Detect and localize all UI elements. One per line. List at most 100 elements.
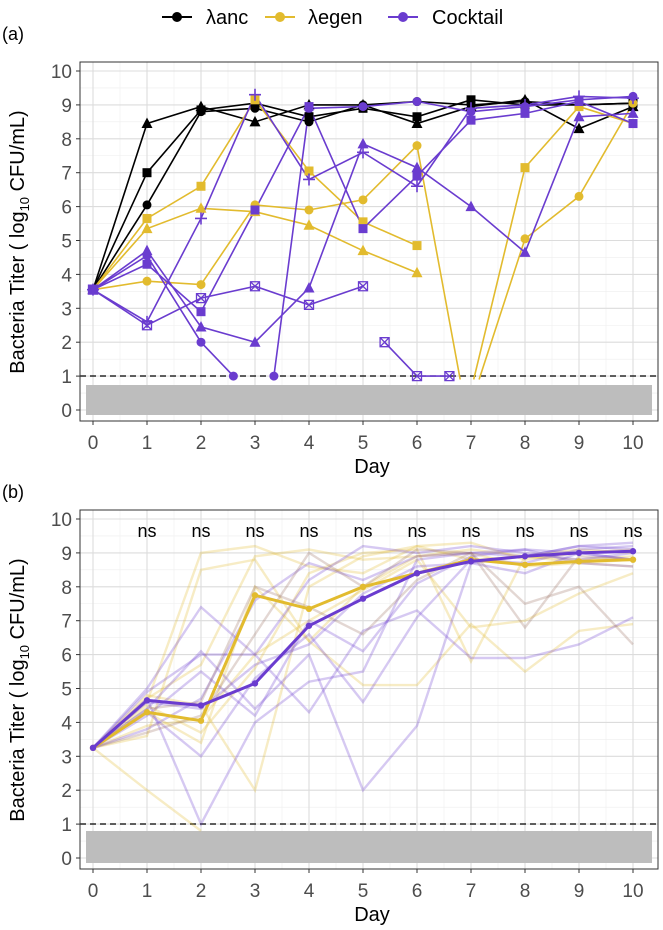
point-square (142, 259, 152, 269)
point-square (196, 307, 206, 317)
legend-label-anc: λanc (206, 7, 248, 29)
series-line (92, 285, 364, 327)
point-circle (412, 97, 422, 107)
replicate-line (92, 746, 202, 832)
point-plus (195, 212, 207, 225)
point-plus (627, 92, 639, 105)
y-tick-label: 10 (51, 62, 72, 83)
point-circle (196, 280, 206, 290)
panel-b: ns ns ns ns ns ns ns ns ns ns 0 1 2 3 4 5 6 7 8 9 10 0 1 2 3 4 5… (51, 509, 659, 902)
point-triangle (573, 110, 585, 122)
panel-b-lod-band (86, 831, 652, 863)
legend-label-egen: λegen (308, 7, 363, 29)
point-circle (412, 141, 422, 151)
y-tick-label: 3 (61, 299, 72, 320)
x-tick-label: 6 (412, 433, 423, 454)
mean-point (251, 680, 259, 687)
point-circle (196, 107, 206, 117)
x-tick-label: 5 (358, 433, 369, 454)
x-tick-label: 7 (466, 881, 477, 902)
y-tick-label: 9 (61, 544, 72, 565)
point-square (358, 217, 368, 227)
panel-a-y-title-main: Bacteria Titer ( log (7, 211, 29, 373)
y-tick-label: 5 (61, 680, 72, 701)
panel-b-y-title-main: Bacteria Titer ( log (7, 659, 29, 821)
point-triangle (141, 222, 153, 234)
y-tick-label: 1 (61, 815, 72, 836)
x-tick-label: 1 (142, 881, 153, 902)
point-triangle (411, 117, 423, 129)
point-plus (519, 98, 531, 111)
mean-point (521, 561, 529, 568)
x-tick-label: 8 (520, 881, 531, 902)
point-square (412, 241, 422, 251)
mean-point (305, 622, 313, 629)
mean-point (629, 556, 637, 563)
point-triangle (141, 117, 153, 129)
point-circle (269, 371, 279, 381)
x-tick-label: 0 (88, 433, 99, 454)
panel-a-x-ticks: 0 1 2 3 4 5 6 7 8 9 10 (88, 421, 644, 454)
point-boxcross (357, 281, 369, 292)
legend: λanc λegen Cocktail (162, 7, 503, 29)
y-tick-label: 6 (61, 198, 72, 219)
mean-point (413, 570, 421, 577)
replicate-line (92, 541, 634, 794)
panel-b-y-title-sub: 10 (17, 645, 32, 659)
y-tick-label: 1 (61, 367, 72, 388)
panel-a-tag: (a) (2, 24, 24, 44)
x-tick-label: 10 (622, 433, 643, 454)
x-tick-label: 6 (412, 881, 423, 902)
y-tick-label: 2 (61, 781, 72, 802)
point-boxcross (444, 370, 455, 382)
panel-a-y-title-sub: 10 (17, 197, 32, 211)
point-triangle (249, 115, 261, 127)
point-triangle (303, 281, 315, 293)
mean-point (251, 592, 259, 599)
replicate-line (92, 544, 634, 749)
x-tick-label: 3 (250, 433, 261, 454)
y-tick-label: 9 (61, 96, 72, 117)
mean-point (359, 583, 367, 590)
panel-a-y-title-unit: CFU/mL) (7, 110, 29, 197)
significance-label: ns (569, 521, 588, 541)
point-square (250, 205, 260, 215)
significance-label: ns (191, 521, 210, 541)
significance-label: ns (137, 521, 156, 541)
x-tick-label: 5 (358, 881, 369, 902)
series-line (478, 102, 634, 380)
x-tick-label: 2 (196, 881, 207, 902)
mean-point (143, 697, 151, 704)
panel-a-x-title: Day (354, 456, 390, 478)
legend-marker-egen (275, 12, 285, 22)
y-tick-label: 7 (61, 164, 72, 185)
point-triangle (465, 200, 477, 212)
y-tick-label: 2 (61, 333, 72, 354)
x-tick-label: 7 (466, 433, 477, 454)
point-square (142, 168, 152, 178)
point-boxcross (411, 370, 423, 382)
point-triangle (573, 122, 585, 134)
panel-a: 0 1 2 3 4 5 6 7 8 9 10 0 1 2 3 4 5 6 7 8 9 10 (51, 61, 659, 454)
point-circle (228, 371, 238, 381)
y-tick-label: 10 (51, 510, 72, 531)
point-square (466, 115, 476, 125)
replicate-line (92, 584, 634, 749)
point-triangle (357, 137, 369, 149)
replicate-line (92, 551, 634, 749)
point-square (304, 166, 314, 176)
point-boxcross (379, 337, 390, 348)
legend-marker-cocktail (398, 12, 408, 22)
x-tick-label: 3 (250, 881, 261, 902)
point-triangle (411, 161, 423, 173)
panel-b-x-title: Day (354, 904, 390, 926)
point-triangle (627, 107, 639, 118)
y-tick-label: 5 (61, 232, 72, 253)
point-circle (304, 117, 314, 127)
point-plus (465, 102, 477, 115)
point-square (304, 102, 314, 112)
panel-b-tag: (b) (2, 482, 24, 502)
point-boxcross (195, 292, 207, 304)
panel-b-y-title-unit: CFU/mL) (7, 558, 29, 645)
